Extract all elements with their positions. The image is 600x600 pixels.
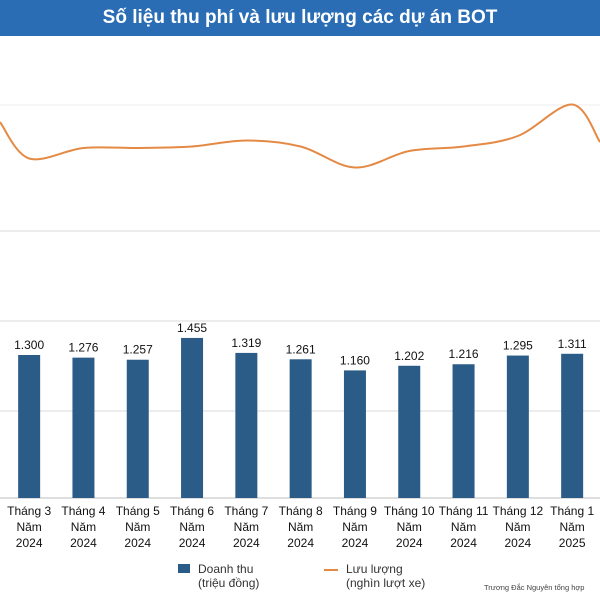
x-tick-label-6-2: Năm <box>288 520 313 534</box>
bar-value-label-2: 1.276 <box>68 341 98 355</box>
x-tick-label-1-1: Tháng 3 <box>7 504 51 518</box>
x-tick-label-2-1: Tháng 4 <box>61 504 105 518</box>
bar-value-label-4: 1.455 <box>177 321 207 335</box>
x-tick-label-4-1: Tháng 6 <box>170 504 214 518</box>
x-tick-label-7-1: Tháng 9 <box>333 504 377 518</box>
x-tick-label-5-1: Tháng 7 <box>224 504 268 518</box>
x-tick-label-5-3: 2024 <box>233 536 260 550</box>
x-tick-label-11-1: Tháng 1 <box>550 504 594 518</box>
legend-item-revenue: Doanh thu (triệu đồng) <box>178 562 259 590</box>
traffic-line <box>0 103 600 169</box>
bar-value-label-11: 1.311 <box>558 337 587 351</box>
title-bar: Số liệu thu phí và lưu lượng các dự án B… <box>0 0 600 36</box>
bar-value-label-7: 1.160 <box>340 353 370 367</box>
bar-8 <box>398 365 421 498</box>
bar-4 <box>181 337 204 498</box>
x-tick-label-8-3: 2024 <box>396 536 423 550</box>
x-tick-label-3-1: Tháng 5 <box>116 504 160 518</box>
legend: Doanh thu (triệu đồng) Lưu lượng (nghìn … <box>0 562 600 600</box>
x-tick-label-9-1: Tháng 11 <box>439 504 489 518</box>
x-tick-label-8-1: Tháng 10 <box>384 504 435 518</box>
x-tick-label-3-2: Năm <box>125 520 150 534</box>
x-tick-label-9-3: 2024 <box>450 536 477 550</box>
x-tick-label-5-2: Năm <box>234 520 259 534</box>
bar-5 <box>235 352 258 498</box>
x-tick-label-1-3: 2024 <box>16 536 43 550</box>
legend-revenue-label: Doanh thu <box>198 562 254 576</box>
legend-revenue-unit: (triệu đồng) <box>198 576 260 590</box>
x-tick-label-11-2: Năm <box>559 520 584 534</box>
legend-swatch-traffic <box>324 569 338 571</box>
bar-7 <box>343 370 366 498</box>
x-tick-label-2-3: 2024 <box>70 536 97 550</box>
x-tick-label-10-1: Tháng 12 <box>492 504 543 518</box>
x-tick-label-7-2: Năm <box>342 520 367 534</box>
x-tick-label-9-2: Năm <box>451 520 476 534</box>
x-tick-label-4-3: 2024 <box>179 536 206 550</box>
x-tick-label-8-2: Năm <box>397 520 422 534</box>
bar-6 <box>289 359 312 498</box>
chart-title: Số liệu thu phí và lưu lượng các dự án B… <box>102 7 498 28</box>
bar-10 <box>506 355 529 498</box>
bar-value-label-5: 1.319 <box>231 336 261 350</box>
x-tick-label-7-3: 2024 <box>342 536 369 550</box>
x-tick-label-10-3: 2024 <box>504 536 531 550</box>
legend-swatch-revenue <box>178 564 190 573</box>
x-tick-label-6-3: 2024 <box>287 536 314 550</box>
bar-1 <box>18 355 41 498</box>
x-tick-label-1-2: Năm <box>16 520 41 534</box>
bar-11 <box>561 353 584 498</box>
x-tick-label-4-2: Năm <box>179 520 204 534</box>
bar-value-label-3: 1.257 <box>123 343 153 357</box>
x-tick-label-2-2: Năm <box>71 520 96 534</box>
bar-value-label-1: 1.300 <box>14 338 44 352</box>
bar-3 <box>126 359 149 498</box>
x-tick-label-6-1: Tháng 8 <box>279 504 323 518</box>
legend-traffic-unit: (nghìn lượt xe) <box>346 576 426 590</box>
source-credit: Trương Đắc Nguyên tổng hợp <box>484 583 585 592</box>
x-tick-label-10-2: Năm <box>505 520 530 534</box>
bar-9 <box>452 364 475 498</box>
legend-traffic-label: Lưu lượng <box>346 562 403 576</box>
bar-line-chart: 1.300 1.276 1.257 1.455 1.319 1.261 1.160 1.202… <box>0 103 600 550</box>
x-tick-label-11-3: 2025 <box>559 536 586 550</box>
bar-value-label-6: 1.261 <box>286 342 316 356</box>
bar-value-label-9: 1.216 <box>449 347 479 361</box>
bar-value-label-10: 1.295 <box>503 339 533 353</box>
x-tick-label-3-3: 2024 <box>124 536 151 550</box>
bar-2 <box>72 357 95 498</box>
bar-value-label-8: 1.202 <box>394 349 424 363</box>
legend-item-traffic: Lưu lượng (nghìn lượt xe) <box>324 562 425 590</box>
